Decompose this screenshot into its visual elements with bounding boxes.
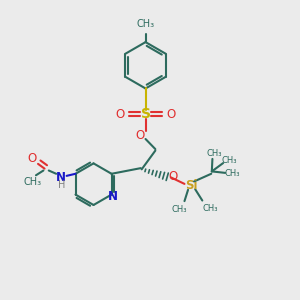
Text: N: N (56, 171, 66, 184)
Text: O: O (116, 108, 125, 121)
Text: CH₃: CH₃ (23, 177, 41, 187)
Text: Si: Si (185, 178, 197, 192)
Text: N: N (107, 190, 117, 202)
Text: CH₃: CH₃ (224, 169, 240, 178)
Text: O: O (169, 170, 178, 183)
Text: O: O (166, 108, 176, 121)
Text: CH₃: CH₃ (222, 157, 237, 166)
Text: H: H (58, 180, 65, 190)
Text: CH₃: CH₃ (202, 204, 218, 213)
Text: CH₃: CH₃ (171, 205, 187, 214)
Text: O: O (136, 129, 145, 142)
Text: S: S (140, 107, 151, 121)
Text: CH₃: CH₃ (206, 149, 222, 158)
Text: CH₃: CH₃ (136, 19, 154, 29)
Text: O: O (28, 152, 37, 165)
